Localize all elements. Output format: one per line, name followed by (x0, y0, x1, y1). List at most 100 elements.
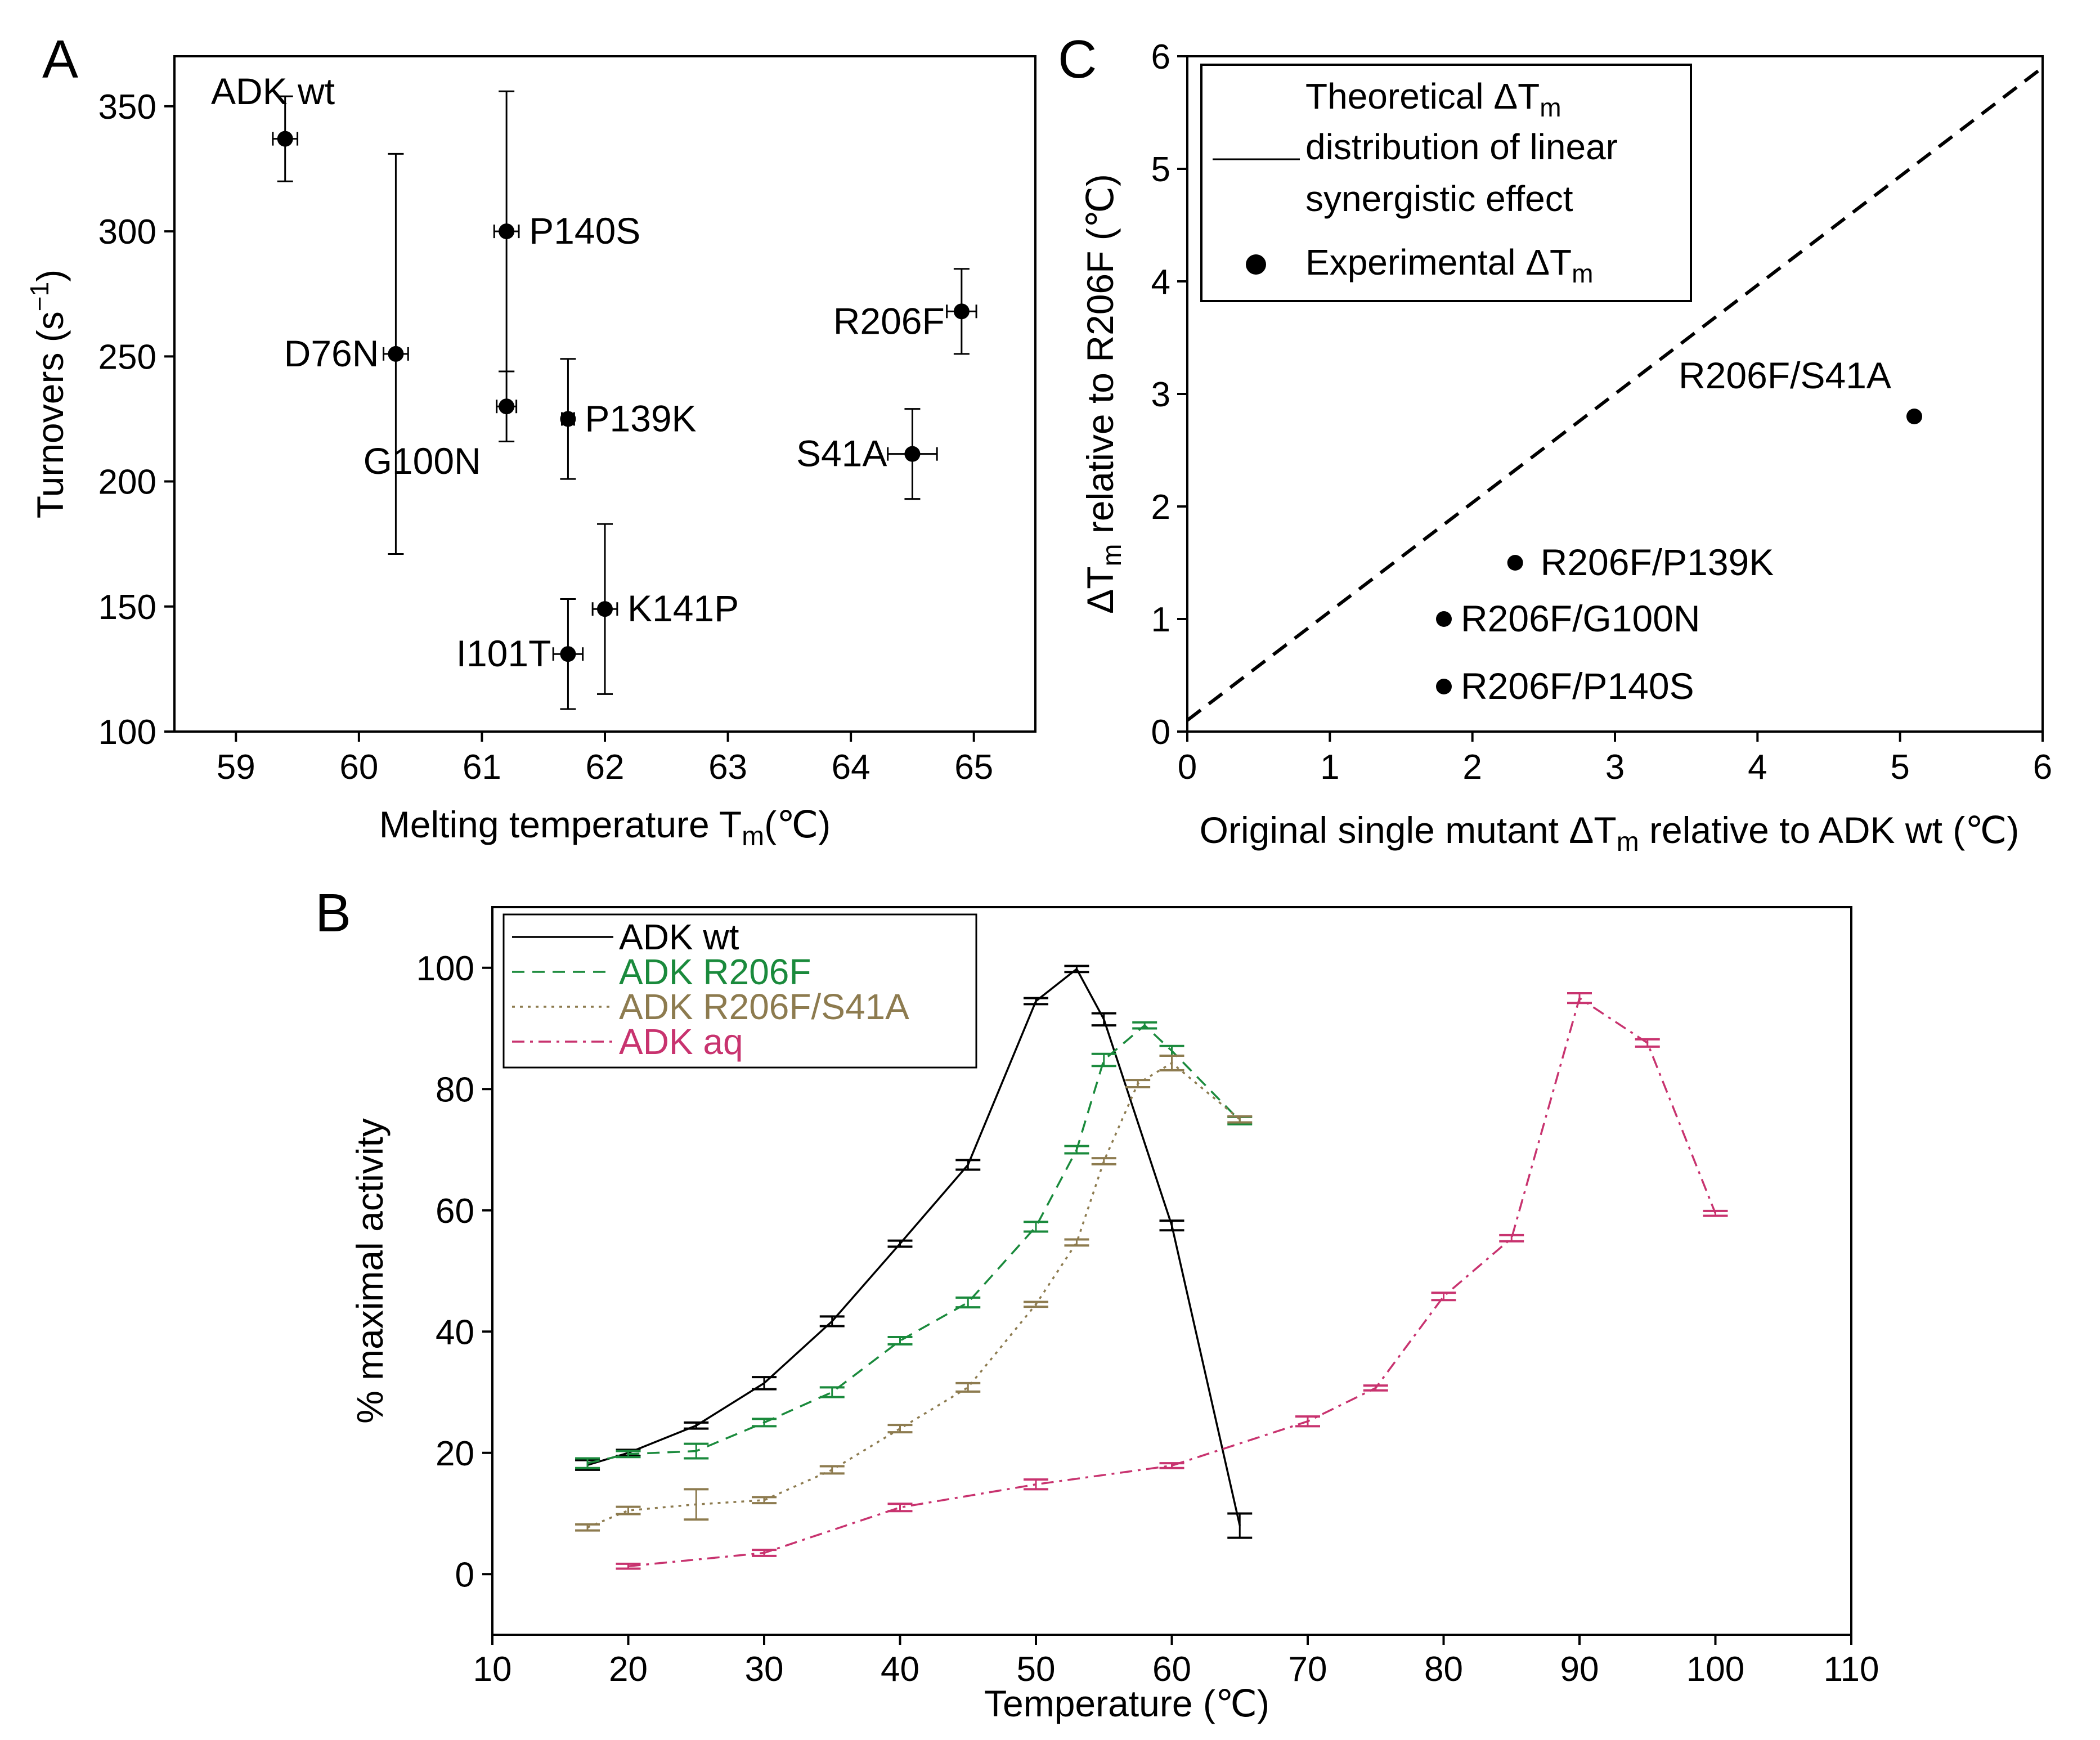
point-label-r206f-p139k: R206F/P139K (1541, 541, 1774, 583)
legend-line-label-2: distribution of linear (1305, 127, 1618, 167)
x-tick-label: 50 (1017, 1650, 1056, 1689)
y-tick-label: 350 (98, 88, 156, 127)
x-tick-label: 0 (1178, 748, 1197, 787)
y-axis-title: % maximal activity (349, 1118, 391, 1424)
y-axis-title: ΔTm relative to R206F (℃) (1079, 174, 1127, 614)
legend-point-swatch (1246, 254, 1266, 275)
x-tick-label: 40 (881, 1650, 919, 1689)
y-axis-title-close: ) (29, 270, 71, 282)
x-axis-title-main: Melting temperature T (379, 804, 742, 845)
panel-b-chart: 10 20 30 40 50 60 70 80 90 100 110 0 20 40 60 80 100 Temp… (349, 906, 1879, 1724)
x-tick-label: 65 (954, 748, 993, 787)
y-tick-label: 150 (98, 588, 156, 627)
data-point (1436, 679, 1452, 694)
data-point (597, 601, 613, 617)
x-axis-title-rest: relative to ADK wt (℃) (1639, 809, 2020, 851)
x-tick-label: 6 (2033, 748, 2052, 787)
legend-line-label-sub: m (1540, 93, 1561, 122)
panel-c-chart: 0 1 2 3 4 5 6 0 1 2 3 4 5 6 R206F/S41A R206F/P139K R206F… (1079, 38, 2052, 857)
x-tick-label: 10 (473, 1650, 512, 1689)
data-point (560, 646, 576, 662)
x-axis-title: Temperature (℃) (984, 1683, 1269, 1724)
x-axis-title: Melting temperature Tm(℃) (379, 804, 831, 851)
y-tick-label: 0 (455, 1555, 474, 1594)
x-tick-label: 90 (1560, 1650, 1599, 1689)
point-label-d76n: D76N (284, 333, 379, 374)
x-tick-label: 20 (609, 1650, 648, 1689)
series-line (587, 1024, 1241, 1464)
y-axis-title-sub: m (1097, 544, 1127, 566)
x-tick-label: 100 (1686, 1650, 1744, 1689)
theory-line (1186, 66, 2044, 722)
y-tick-label: 5 (1151, 150, 1170, 189)
y-tick-label: 3 (1151, 375, 1170, 414)
data-point (499, 398, 515, 415)
legend-label: ADK R206F/S41A (619, 986, 909, 1027)
legend-box (502, 913, 977, 1069)
legend-box (1200, 64, 1692, 302)
x-tick-label: 64 (832, 748, 870, 787)
x-tick-label: 62 (586, 748, 625, 787)
point-label-s41a: S41A (796, 433, 887, 474)
series-adk-r206f (575, 1021, 1253, 1469)
point-label-g100n: G100N (364, 440, 481, 482)
y-tick-label: 2 (1151, 488, 1170, 527)
y-tick-label: 250 (98, 338, 156, 376)
y-tick-label: 6 (1151, 38, 1170, 77)
y-tick-label: 100 (98, 713, 156, 752)
x-tick-label: 59 (217, 748, 255, 787)
y-tick-label: 1 (1151, 600, 1170, 639)
x-tick-label: 1 (1320, 748, 1339, 787)
y-tick-label: 0 (1151, 713, 1170, 752)
x-axis-title-sub: m (1617, 827, 1639, 857)
data-point (904, 446, 921, 462)
legend-label: ADK wt (619, 917, 739, 957)
panel-a-chart: 59 60 61 62 63 64 65 100 150 200 250 300 350 ADK wt Me… (25, 55, 1036, 851)
point-label-r206f-g100n: R206F/G100N (1461, 598, 1700, 639)
y-axis-title-main: Turnovers (s (29, 311, 71, 518)
x-tick-label: 63 (708, 748, 747, 787)
x-axis-title: Original single mutant ΔTm relative to A… (1200, 809, 2020, 857)
legend-point-label: Experimental ΔTm (1305, 242, 1593, 288)
data-point (499, 223, 515, 240)
point-label-r206f-s41a: R206F/S41A (1679, 355, 1891, 396)
y-tick-label: 100 (416, 949, 474, 988)
series-line (628, 996, 1717, 1567)
y-tick-label: 4 (1151, 263, 1170, 302)
y-axis-title-main: ΔT (1079, 566, 1121, 613)
y-tick-label: 60 (436, 1192, 474, 1231)
data-point (388, 346, 404, 362)
y-axis-title: Turnovers (s−1) (25, 270, 71, 518)
legend-line-label-main: Theoretical ΔT (1305, 76, 1540, 116)
panel-letter-c: C (1058, 29, 1097, 89)
x-tick-label: 110 (1824, 1650, 1879, 1689)
x-axis-title-main: Original single mutant ΔT (1200, 809, 1617, 851)
panel-letter-a: A (42, 29, 78, 89)
legend-label: ADK aq (619, 1021, 743, 1062)
y-axis-title-sup: −1 (25, 282, 54, 311)
legend-point-label-sub: m (1572, 259, 1593, 288)
legend-label: ADK R206F (619, 952, 811, 992)
x-tick-label: 60 (339, 748, 378, 787)
y-tick-label: 300 (98, 213, 156, 252)
x-tick-label: 30 (745, 1650, 784, 1689)
y-tick-label: 200 (98, 463, 156, 502)
x-tick-label: 61 (463, 748, 501, 787)
series-adk-r206f-s41a (575, 1054, 1253, 1532)
panel-letter-b: B (315, 883, 351, 943)
x-axis-title-unit: (℃) (764, 804, 831, 845)
annotation-adk-wt: ADK wt (211, 70, 335, 112)
legend-line-label-3: synergistic effect (1305, 178, 1573, 219)
legend-line-label-1: Theoretical ΔTm (1305, 76, 1561, 122)
data-point (1507, 555, 1523, 571)
y-tick-label: 20 (436, 1434, 474, 1473)
x-tick-label: 70 (1289, 1650, 1327, 1689)
data-point (1436, 611, 1452, 627)
point-label-p139k: P139K (585, 397, 696, 439)
point-label-p140s: P140S (529, 210, 640, 252)
data-point (953, 303, 970, 320)
x-tick-label: 3 (1605, 748, 1625, 787)
x-tick-label: 2 (1462, 748, 1482, 787)
